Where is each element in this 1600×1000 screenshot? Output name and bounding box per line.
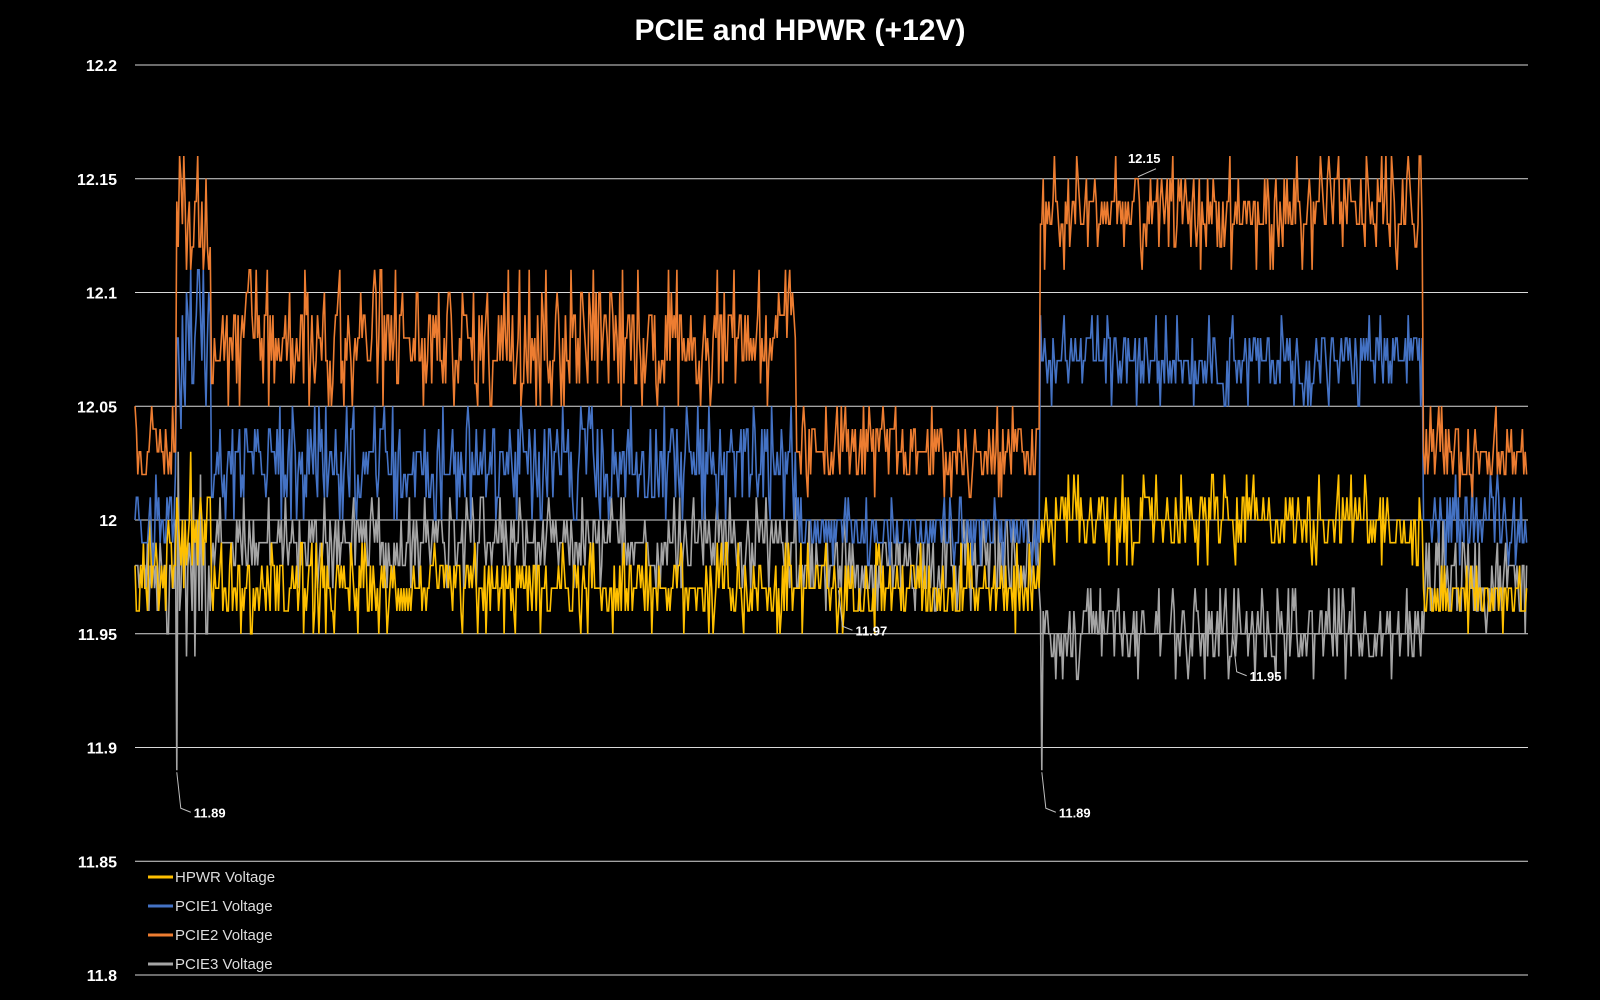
legend-item: HPWR Voltage [148,869,275,886]
y-tick-label: 12.05 [77,399,117,416]
y-tick-label: 11.9 [87,741,117,758]
gridlines [135,64,1528,976]
chart-title: PCIE and HPWR (+12V) [634,14,966,47]
legend-item: PCIE2 Voltage [148,927,273,944]
series-line-pcie3-voltage [135,451,1528,771]
legend-item: PCIE3 Voltage [148,956,273,973]
series-lines [134,155,1528,771]
data-label: 11.89 [176,772,226,820]
y-tick-label: 12 [99,513,117,530]
data-label-text: 11.95 [1250,669,1282,684]
data-label: 12.15 [1128,151,1161,178]
series-line-pcie1-voltage [134,269,1528,567]
series-line-hpwr-voltage [134,451,1528,635]
data-label: 11.89 [1041,772,1091,820]
legend-item: PCIE1 Voltage [148,898,273,915]
data-label-text: 11.89 [194,805,226,820]
y-tick-label: 11.8 [87,968,117,985]
legend-label: PCIE3 Voltage [175,956,273,973]
legend-label: HPWR Voltage [175,869,275,886]
legend-label: PCIE1 Voltage [175,898,273,915]
legend-label: PCIE2 Voltage [175,927,273,944]
y-tick-label: 12.1 [86,286,117,303]
y-axis-tick-labels: 12.2 12.15 12.1 12.05 12 11.95 11.9 11.85 11.8 [77,58,117,985]
annotations: 11.89 11.97 11.89 12.15 11.95 [176,151,1282,820]
y-tick-label: 12.2 [86,58,117,75]
data-label: 11.97 [837,590,887,638]
data-label-text: 12.15 [1128,151,1161,166]
data-label-text: 11.97 [855,623,887,638]
y-tick-label: 11.85 [78,854,117,871]
data-label-text: 11.89 [1059,805,1091,820]
y-tick-label: 11.95 [78,627,117,644]
y-tick-label: 12.15 [77,172,117,189]
series-line-pcie2-voltage [134,155,1528,499]
data-label: 11.95 [1232,635,1282,684]
legend: HPWR Voltage PCIE1 Voltage PCIE2 Voltage PC… [148,869,275,973]
